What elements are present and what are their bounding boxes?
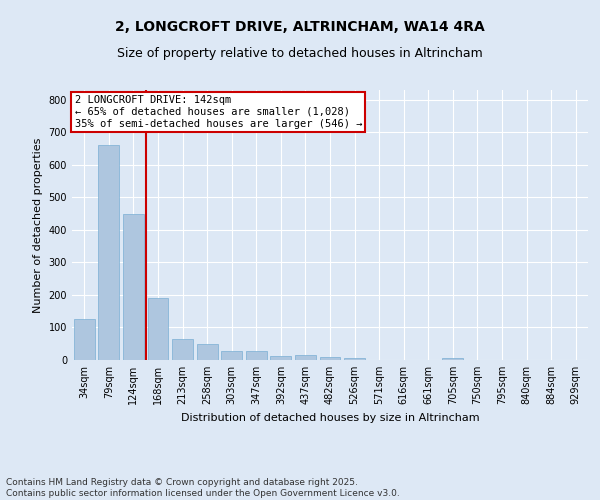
Bar [98, 146, 119, 360]
Bar [271, 356, 292, 360]
Bar [172, 339, 193, 360]
X-axis label: Distribution of detached houses by size in Altrincham: Distribution of detached houses by size … [181, 412, 479, 422]
Bar [295, 355, 316, 360]
Bar [123, 214, 144, 360]
Text: 2 LONGCROFT DRIVE: 142sqm
← 65% of detached houses are smaller (1,028)
35% of se: 2 LONGCROFT DRIVE: 142sqm ← 65% of detac… [74, 96, 362, 128]
Bar [197, 344, 218, 360]
Text: 2, LONGCROFT DRIVE, ALTRINCHAM, WA14 4RA: 2, LONGCROFT DRIVE, ALTRINCHAM, WA14 4RA [115, 20, 485, 34]
Bar [442, 358, 463, 360]
Bar [148, 298, 169, 360]
Bar [246, 351, 267, 360]
Text: Contains HM Land Registry data © Crown copyright and database right 2025.
Contai: Contains HM Land Registry data © Crown c… [6, 478, 400, 498]
Bar [320, 356, 340, 360]
Y-axis label: Number of detached properties: Number of detached properties [33, 138, 43, 312]
Text: Size of property relative to detached houses in Altrincham: Size of property relative to detached ho… [117, 48, 483, 60]
Bar [74, 320, 95, 360]
Bar [344, 358, 365, 360]
Bar [221, 351, 242, 360]
